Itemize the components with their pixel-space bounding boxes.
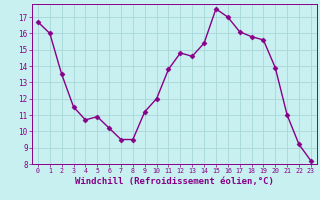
X-axis label: Windchill (Refroidissement éolien,°C): Windchill (Refroidissement éolien,°C) (75, 177, 274, 186)
